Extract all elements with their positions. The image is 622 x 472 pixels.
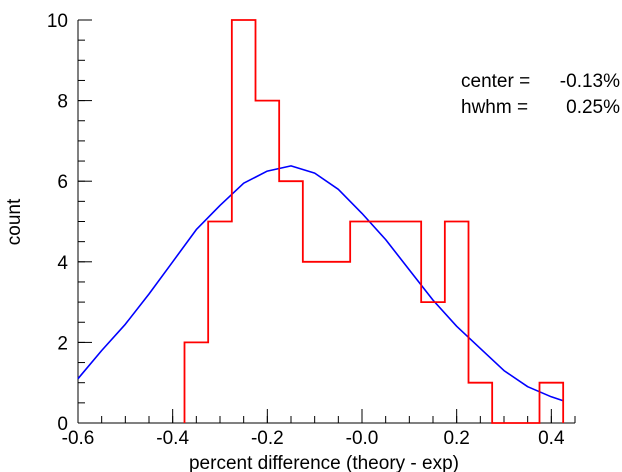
histogram-bar: [279, 181, 303, 423]
hwhm-value: 0.25%: [566, 97, 620, 118]
histogram-bar: [374, 222, 398, 424]
fit-curve: [77, 165, 564, 402]
histogram-bar: [445, 222, 469, 424]
x-tick-label: -0.0: [346, 428, 379, 449]
y-tick-label: 8: [57, 92, 68, 113]
hwhm-annotation: hwhm = 0.25%: [461, 97, 620, 118]
center-label: center =: [461, 71, 530, 92]
y-tick-label: 0: [57, 414, 68, 435]
histogram-layer: [183, 19, 565, 424]
fit-curve-layer: [77, 165, 564, 402]
y-tick-label: 6: [57, 172, 68, 193]
histogram-bar: [208, 222, 232, 424]
histogram-bar: [398, 222, 422, 424]
center-annotation: center = -0.13%: [461, 71, 620, 92]
y-tick-label: 10: [47, 11, 68, 32]
x-tick-label: -0.4: [156, 428, 189, 449]
x-tick-label: 0.4: [538, 428, 565, 449]
histogram-bar: [185, 342, 209, 423]
center-value: -0.13%: [560, 71, 620, 92]
histogram-bar: [256, 101, 280, 423]
histogram-bar: [232, 20, 256, 423]
x-axis-title: percent difference (theory - exp): [189, 453, 459, 472]
histogram-bar: [421, 302, 445, 423]
histogram-bar: [350, 222, 374, 424]
y-axis-title: count: [4, 198, 25, 245]
x-tick-label: 0.2: [443, 428, 469, 449]
x-tick-labels: -0.6 -0.4 -0.2 -0.0 0.2 0.4: [62, 428, 565, 449]
histogram-bar: [327, 262, 351, 423]
hwhm-label: hwhm =: [461, 97, 528, 118]
y-tick-labels: 0 2 4 6 8 10: [47, 11, 69, 435]
histogram-outline: [183, 19, 565, 424]
x-tick-label: -0.6: [62, 428, 95, 449]
histogram-bar: [303, 262, 327, 423]
x-tick-label: -0.2: [251, 428, 284, 449]
y-tick-label: 4: [57, 253, 68, 274]
y-tick-label: 2: [57, 333, 68, 354]
